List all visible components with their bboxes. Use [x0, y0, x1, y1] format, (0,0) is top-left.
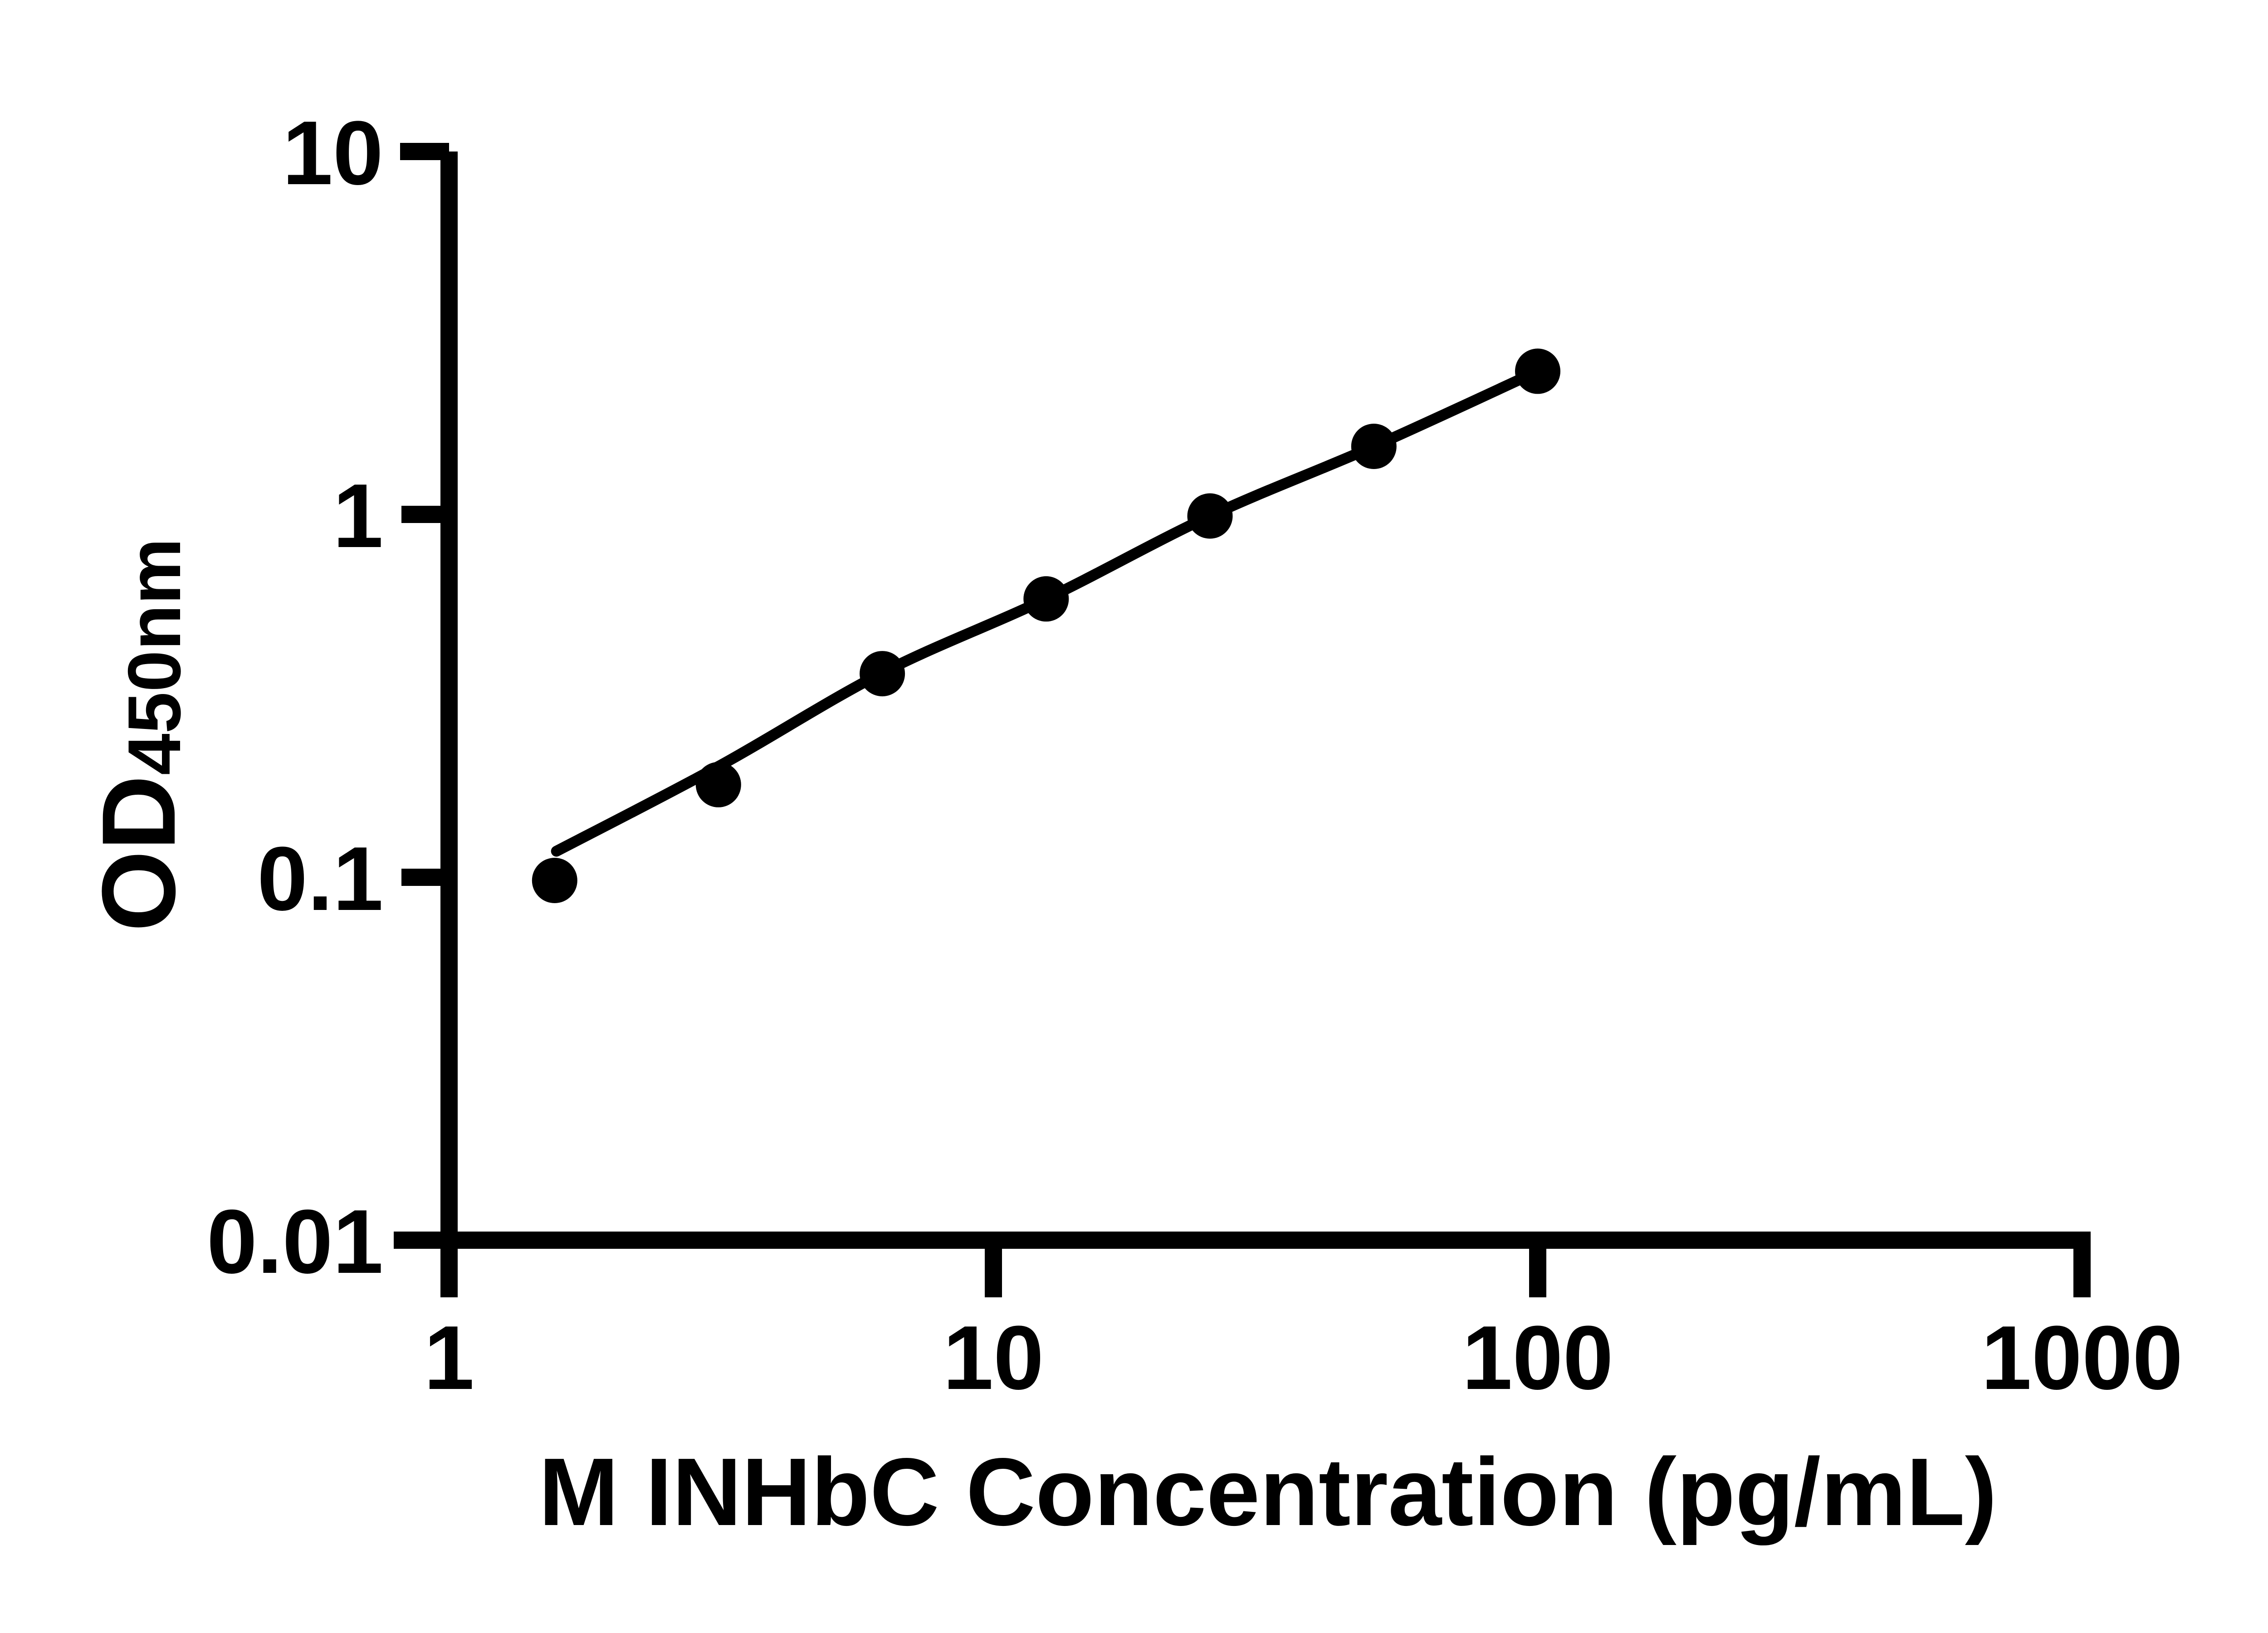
data-point — [1023, 576, 1069, 622]
data-point — [532, 858, 577, 903]
x-tick-label: 1000 — [1981, 1307, 2183, 1408]
y-tick-labels: 10 1 0.1 0.01 — [207, 103, 383, 1292]
x-tick-marks — [985, 1240, 1546, 1297]
y-axis-title: OD450nm — [80, 538, 197, 932]
x-tick-label: 10 — [943, 1307, 1044, 1408]
y-tick-label: 1 — [333, 465, 383, 567]
data-point — [695, 762, 741, 807]
x-tick-label: 1 — [424, 1307, 474, 1408]
data-point — [1187, 493, 1233, 539]
y-axis-title-subscript: 450nm — [112, 538, 196, 775]
y-tick-label: 0.01 — [207, 1191, 383, 1292]
x-axis-line — [394, 1232, 2091, 1297]
data-point — [1515, 348, 1560, 394]
data-point — [860, 651, 905, 697]
y-tick-label: 10 — [283, 103, 383, 204]
y-axis-title-main: OD — [80, 775, 197, 932]
y-tick-marks — [401, 506, 449, 886]
x-tick-label: 100 — [1462, 1307, 1613, 1408]
x-axis-title: M INHbC Concentration (pg/mL) — [539, 1438, 1997, 1545]
x-tick-labels: 1 10 100 1000 — [424, 1307, 2183, 1408]
y-tick-label: 0.1 — [257, 828, 383, 929]
data-points-group — [532, 348, 1560, 903]
data-point — [1351, 424, 1397, 469]
